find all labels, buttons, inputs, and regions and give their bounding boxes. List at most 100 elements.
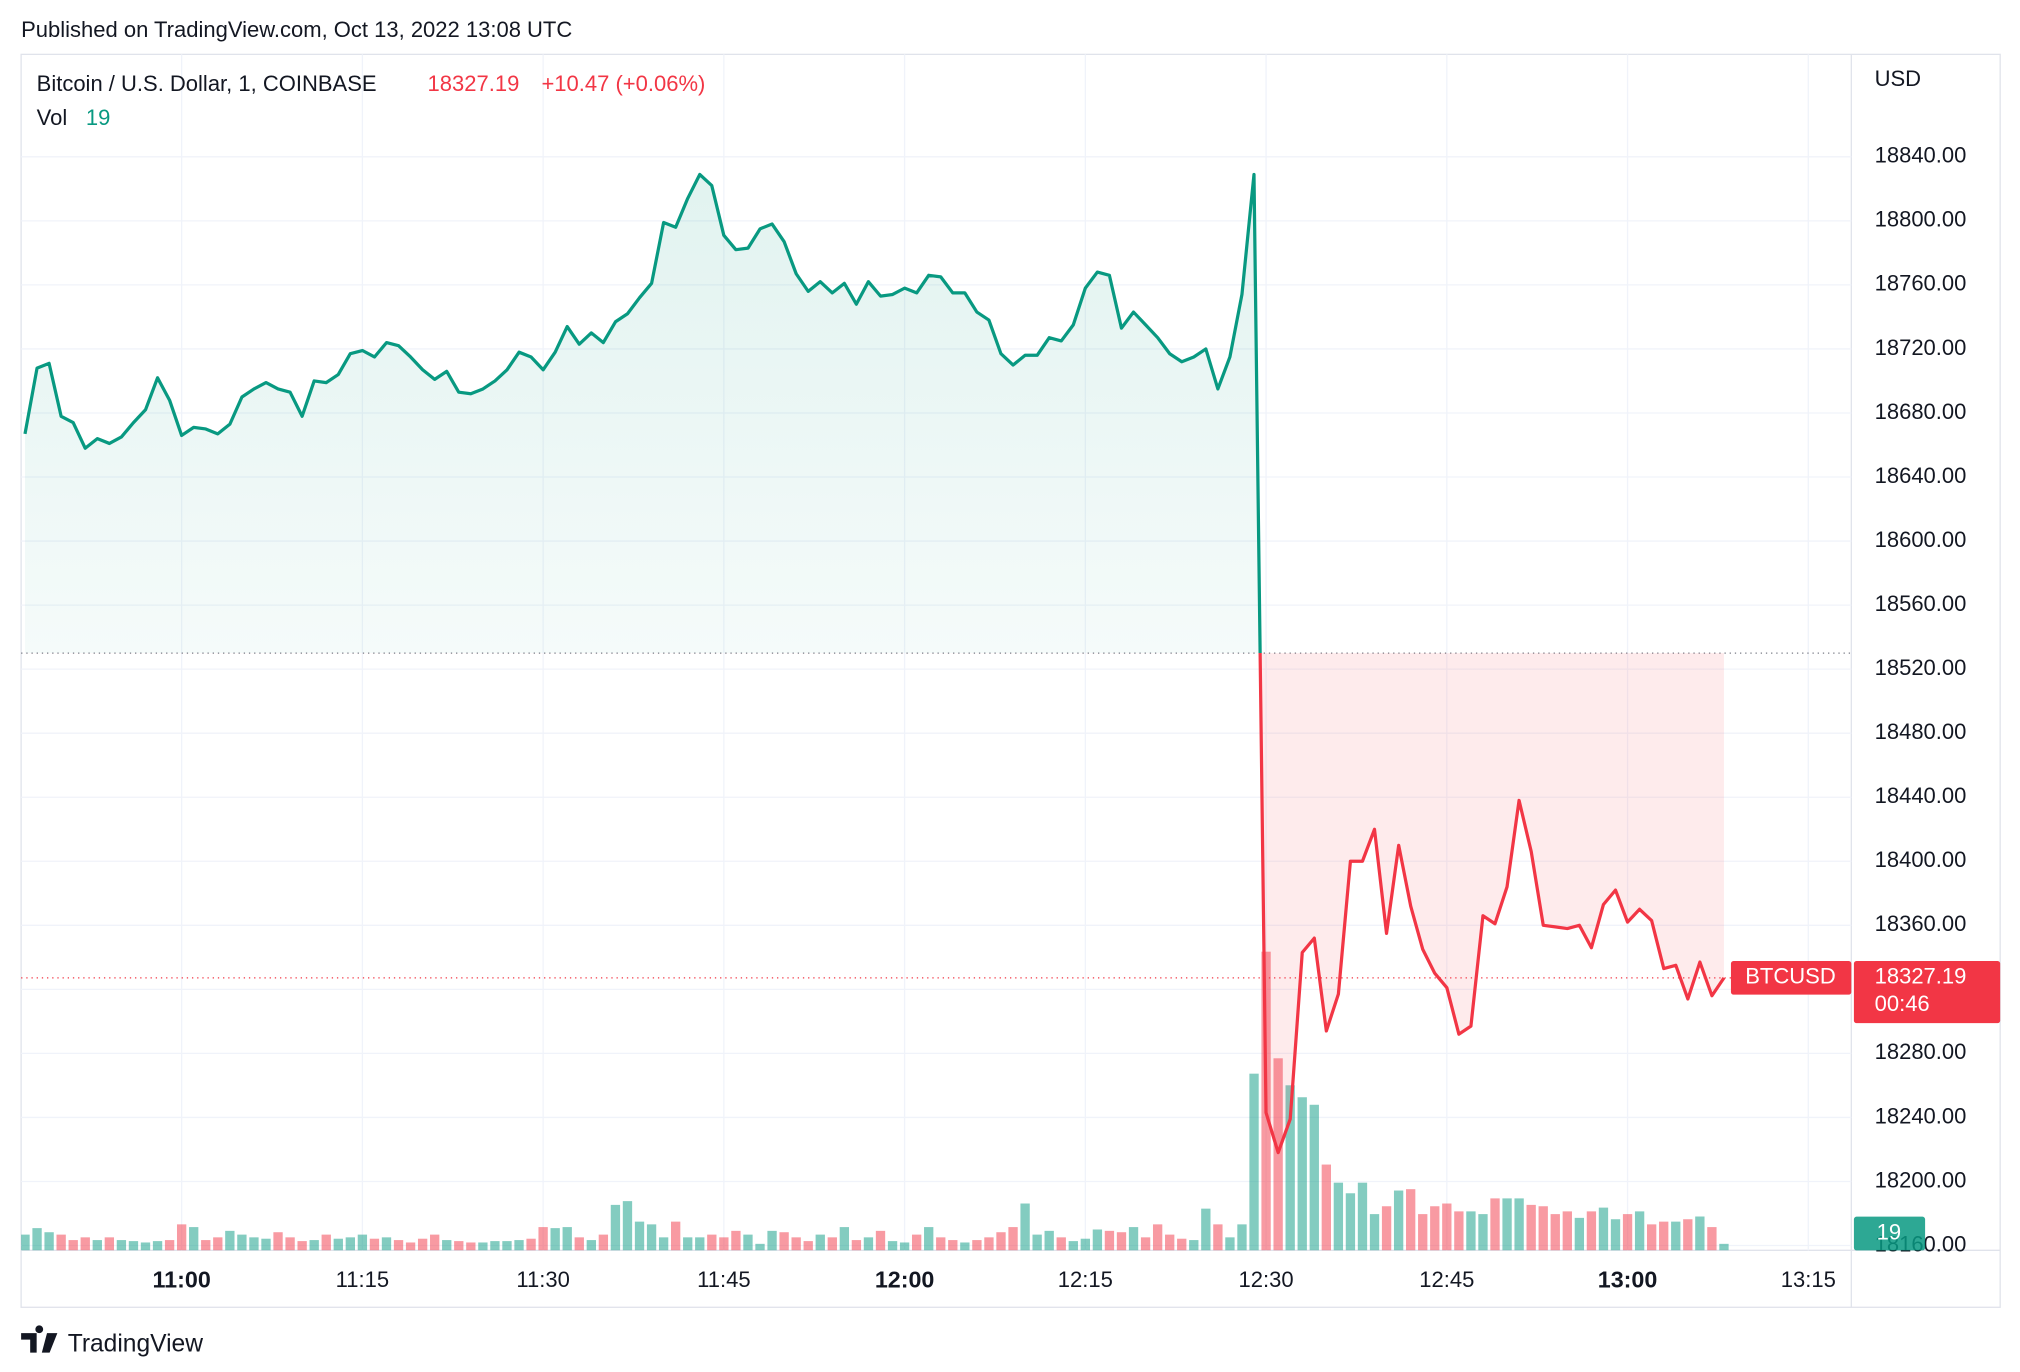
volume-bar <box>1719 1243 1729 1251</box>
volume-bar <box>550 1228 560 1251</box>
symbol-badge-label: BTCUSD <box>1745 964 1835 989</box>
volume-bar <box>357 1234 368 1251</box>
volume-badge-value: 19 <box>1877 1219 1901 1244</box>
volume-bar <box>1080 1238 1091 1251</box>
price-badge-value: 18327.19 <box>1875 964 1967 989</box>
y-tick-label: 18600.00 <box>1875 527 1967 552</box>
volume-bar <box>755 1243 765 1251</box>
volume-bar <box>1285 1085 1295 1251</box>
volume-bar <box>1574 1217 1585 1251</box>
volume-bar <box>1610 1219 1621 1251</box>
y-tick-label: 18760.00 <box>1875 271 1967 296</box>
volume-bar <box>189 1227 199 1251</box>
y-tick-label: 18240.00 <box>1875 1103 1967 1128</box>
volume-bar <box>297 1241 307 1251</box>
volume-bar <box>948 1240 958 1251</box>
volume-bar <box>1225 1237 1235 1251</box>
volume-bar <box>21 1234 30 1251</box>
volume-value: 19 <box>86 105 110 130</box>
volume-bar <box>285 1237 295 1251</box>
volume-bar <box>1622 1214 1633 1251</box>
volume-bar <box>1177 1238 1187 1251</box>
volume-bar <box>924 1227 934 1251</box>
volume-bar <box>863 1237 874 1251</box>
y-tick-label: 18480.00 <box>1875 719 1967 744</box>
volume-bar <box>249 1237 259 1251</box>
y-tick-label: 18560.00 <box>1875 591 1967 616</box>
volume-bar <box>80 1237 90 1251</box>
volume-bar <box>803 1241 813 1251</box>
volume-bar <box>237 1234 247 1251</box>
volume-bar <box>309 1240 319 1251</box>
brand-logo: TradingView <box>21 1325 203 1357</box>
volume-bar <box>622 1201 633 1251</box>
volume-bar <box>1008 1227 1018 1251</box>
volume-bar <box>1526 1204 1536 1251</box>
baseline-area <box>25 174 1724 1153</box>
volume-bar <box>104 1237 115 1251</box>
volume-bar <box>586 1240 596 1251</box>
volume-pane <box>21 951 1729 1251</box>
price-line <box>23 172 1726 1155</box>
volume-bar <box>538 1227 548 1251</box>
x-tick-label: 11:30 <box>516 1267 569 1292</box>
x-tick-label: 13:15 <box>1781 1267 1836 1292</box>
x-tick-label: 11:45 <box>697 1267 750 1292</box>
volume-bar <box>1273 1058 1283 1251</box>
frame <box>20 53 2001 1308</box>
volume-bar <box>719 1237 729 1251</box>
volume-bar <box>1333 1182 1344 1251</box>
currency: USD <box>1875 66 1921 91</box>
volume-bar <box>936 1237 946 1251</box>
volume-bar <box>128 1241 139 1251</box>
price-badge-countdown: 00:46 <box>1875 991 1930 1016</box>
volume-bar <box>321 1234 331 1251</box>
volume-bar <box>1466 1211 1476 1251</box>
volume-title: Vol <box>37 105 68 130</box>
y-tick-label: 18640.00 <box>1875 463 1967 488</box>
y-tick-label: 18680.00 <box>1875 399 1967 424</box>
volume-bar <box>1116 1232 1127 1251</box>
volume-bar <box>767 1230 777 1251</box>
volume-bar <box>1165 1234 1175 1251</box>
volume-bar <box>1707 1227 1717 1251</box>
symbol-badge <box>1730 961 1852 995</box>
volume-bar <box>140 1242 151 1251</box>
last-price: 18327.19 <box>428 71 520 96</box>
brand-name: TradingView <box>68 1330 204 1357</box>
volume-bar <box>1671 1221 1681 1251</box>
volume-bar <box>1044 1230 1054 1251</box>
volume-bar <box>1128 1227 1139 1251</box>
volume-bar <box>225 1230 235 1251</box>
symbol-title: Bitcoin / U.S. Dollar, 1, COINBASE <box>37 71 377 96</box>
volume-bar <box>562 1227 572 1251</box>
volume-bar <box>646 1224 657 1251</box>
volume-bar <box>1020 1203 1030 1251</box>
volume-bar <box>1297 1097 1307 1251</box>
volume-bar <box>333 1238 343 1251</box>
volume-bar <box>502 1241 512 1251</box>
y-tick-label: 18400.00 <box>1875 847 1967 872</box>
volume-bar <box>68 1240 78 1251</box>
volume-bar <box>695 1237 705 1251</box>
volume-bar <box>1478 1214 1488 1251</box>
volume-bar <box>32 1228 42 1251</box>
volume-bar <box>393 1240 404 1251</box>
y-tick-label: 18520.00 <box>1875 655 1967 680</box>
volume-bar <box>381 1237 392 1251</box>
volume-bar <box>1586 1211 1597 1251</box>
volume-bar <box>1381 1206 1392 1251</box>
volume-bar <box>201 1240 211 1251</box>
volume-bar <box>960 1242 970 1251</box>
volume-bar <box>574 1237 584 1251</box>
volume-bar <box>1634 1211 1645 1251</box>
volume-bar <box>1201 1208 1211 1251</box>
volume-bar <box>405 1242 416 1251</box>
volume-bar <box>116 1240 127 1251</box>
volume-bar <box>815 1234 825 1251</box>
axes: 18160.0018200.0018240.0018280.0018320.00… <box>153 143 2001 1293</box>
x-tick-label: 12:15 <box>1058 1267 1113 1292</box>
volume-bar <box>92 1240 102 1251</box>
volume-bar <box>1502 1198 1512 1251</box>
